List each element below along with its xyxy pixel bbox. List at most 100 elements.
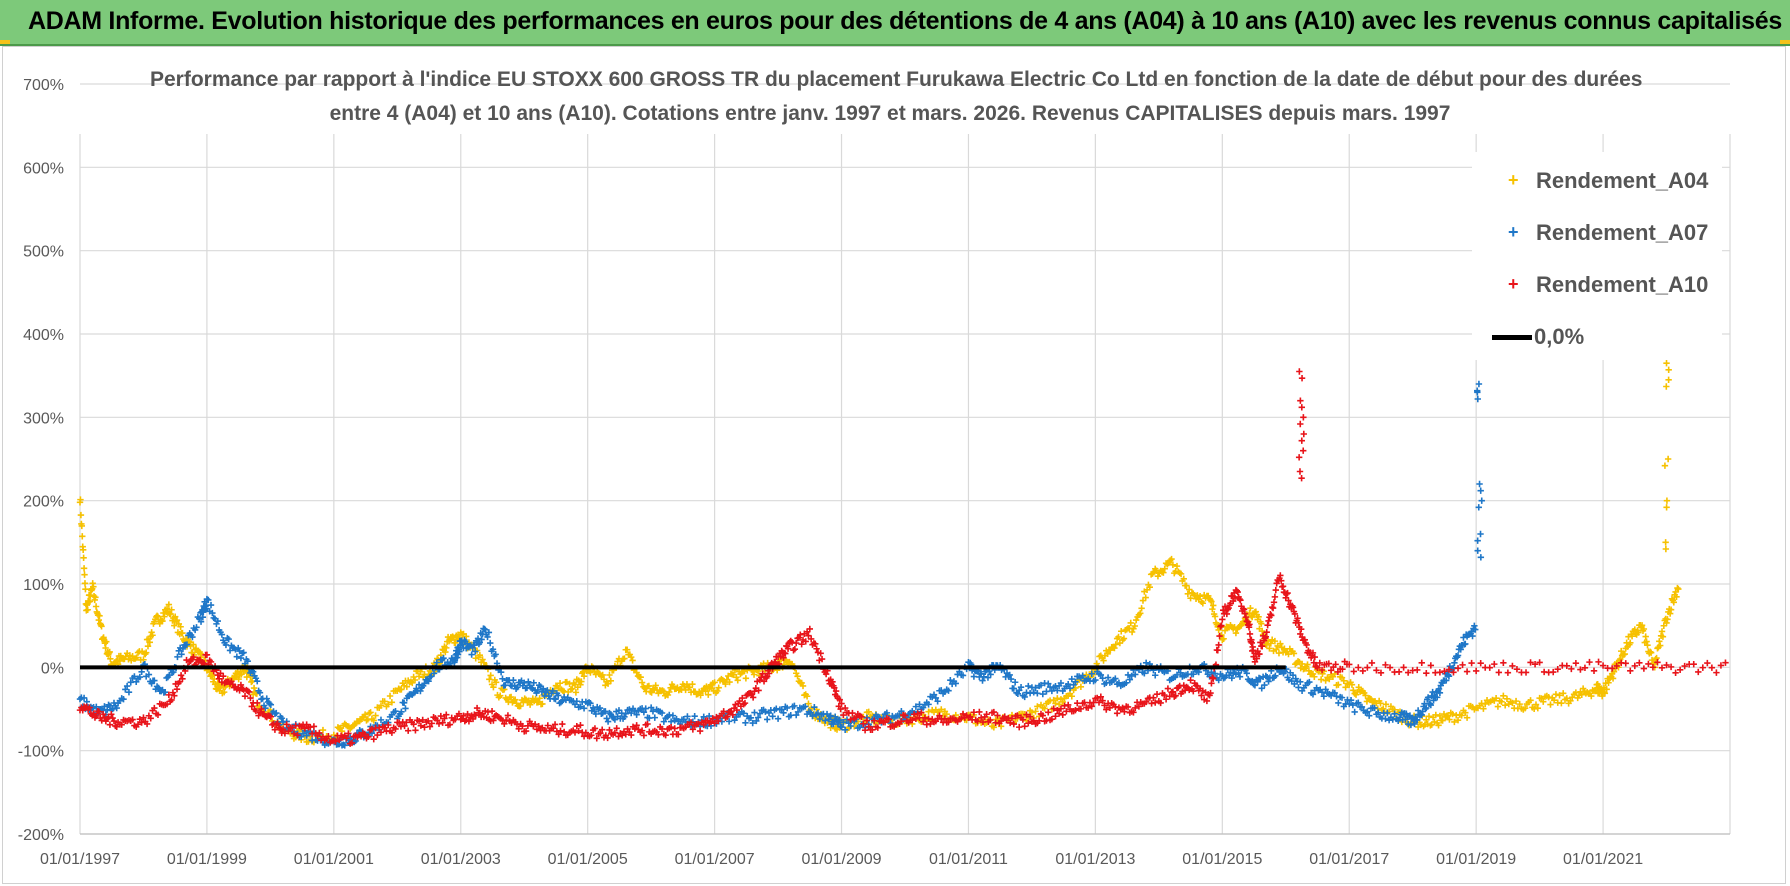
data-point	[415, 717, 423, 725]
data-point	[1289, 671, 1297, 679]
data-point	[433, 659, 440, 666]
legend-marker-a07: +	[1508, 222, 1519, 242]
data-point	[1500, 692, 1507, 700]
data-point	[1050, 696, 1057, 704]
data-point	[136, 673, 144, 681]
spike-point	[1663, 504, 1670, 511]
data-point	[1503, 695, 1511, 702]
data-point	[1298, 660, 1306, 668]
data-point	[162, 688, 169, 696]
y-tick-label: 0%	[41, 660, 64, 677]
legend-line-zero	[1492, 335, 1532, 340]
data-point	[81, 571, 88, 578]
data-point	[1656, 638, 1663, 645]
data-point	[959, 672, 967, 679]
data-point	[278, 715, 285, 722]
data-point	[802, 703, 809, 710]
data-point	[1463, 668, 1471, 675]
data-point	[1128, 628, 1136, 636]
data-point	[332, 738, 339, 745]
data-point	[102, 644, 109, 652]
data-point	[686, 684, 693, 691]
data-point	[510, 676, 517, 684]
data-point	[1247, 604, 1254, 612]
data-point	[348, 739, 356, 747]
data-point	[443, 644, 450, 652]
data-point	[452, 639, 459, 647]
data-point	[1039, 690, 1046, 698]
data-point	[381, 724, 388, 731]
data-point	[96, 612, 103, 620]
data-point	[325, 733, 332, 740]
data-point	[633, 669, 640, 676]
data-point	[1411, 720, 1418, 728]
data-point	[1340, 677, 1347, 685]
data-point	[492, 679, 500, 686]
data-point	[424, 717, 432, 725]
y-tick-label: 400%	[23, 327, 64, 344]
data-point	[372, 712, 379, 719]
data-point	[1127, 619, 1134, 627]
data-point	[80, 694, 88, 702]
data-point	[1259, 627, 1266, 635]
data-point	[1532, 701, 1540, 708]
data-point	[400, 699, 408, 706]
data-point	[754, 714, 762, 721]
x-tick-label: 01/01/2009	[801, 851, 881, 868]
data-point	[539, 700, 546, 708]
y-tick-label: 700%	[23, 77, 64, 94]
data-point	[179, 645, 187, 653]
data-point	[569, 685, 576, 692]
data-point	[365, 733, 372, 741]
data-point	[671, 725, 678, 732]
spike-point	[1296, 468, 1304, 475]
data-point	[398, 686, 405, 693]
data-point	[1251, 682, 1259, 689]
x-tick-label: 01/01/2017	[1309, 851, 1389, 868]
data-point	[1054, 687, 1061, 694]
data-point	[497, 668, 505, 676]
data-point	[183, 641, 191, 648]
data-point	[691, 712, 698, 720]
data-point	[1463, 714, 1471, 721]
data-point	[580, 673, 588, 680]
data-point	[1246, 630, 1254, 638]
data-point	[1547, 701, 1554, 708]
data-point	[118, 721, 125, 728]
data-point	[263, 695, 270, 702]
data-point	[1469, 632, 1476, 640]
data-point	[1017, 684, 1025, 691]
data-point	[78, 522, 86, 530]
data-point	[956, 668, 963, 675]
data-point	[294, 732, 301, 739]
data-point	[487, 639, 494, 647]
data-point	[1643, 638, 1650, 645]
data-point	[592, 710, 600, 718]
data-point	[473, 704, 481, 712]
data-point	[726, 678, 733, 686]
data-point	[633, 711, 640, 718]
data-point	[1128, 672, 1135, 680]
data-point	[366, 709, 373, 717]
data-point	[841, 726, 849, 733]
data-point	[1462, 709, 1469, 716]
data-point	[930, 691, 938, 698]
data-point	[136, 715, 144, 723]
data-point	[1026, 690, 1034, 697]
data-point	[99, 710, 107, 718]
y-tick-label: 200%	[23, 494, 64, 511]
report-title: ADAM Informe. Evolution historique des p…	[28, 7, 1782, 35]
data-point	[1382, 701, 1390, 708]
x-tick-label: 01/01/2015	[1182, 851, 1262, 868]
data-point	[490, 717, 497, 724]
data-point	[1601, 690, 1609, 697]
data-point	[807, 709, 814, 716]
data-point	[497, 692, 504, 699]
data-point	[504, 712, 512, 719]
data-point	[377, 702, 385, 709]
data-point	[762, 708, 769, 715]
data-point	[106, 721, 114, 728]
data-point	[144, 642, 152, 650]
data-point	[826, 713, 833, 720]
data-point	[1446, 716, 1453, 723]
